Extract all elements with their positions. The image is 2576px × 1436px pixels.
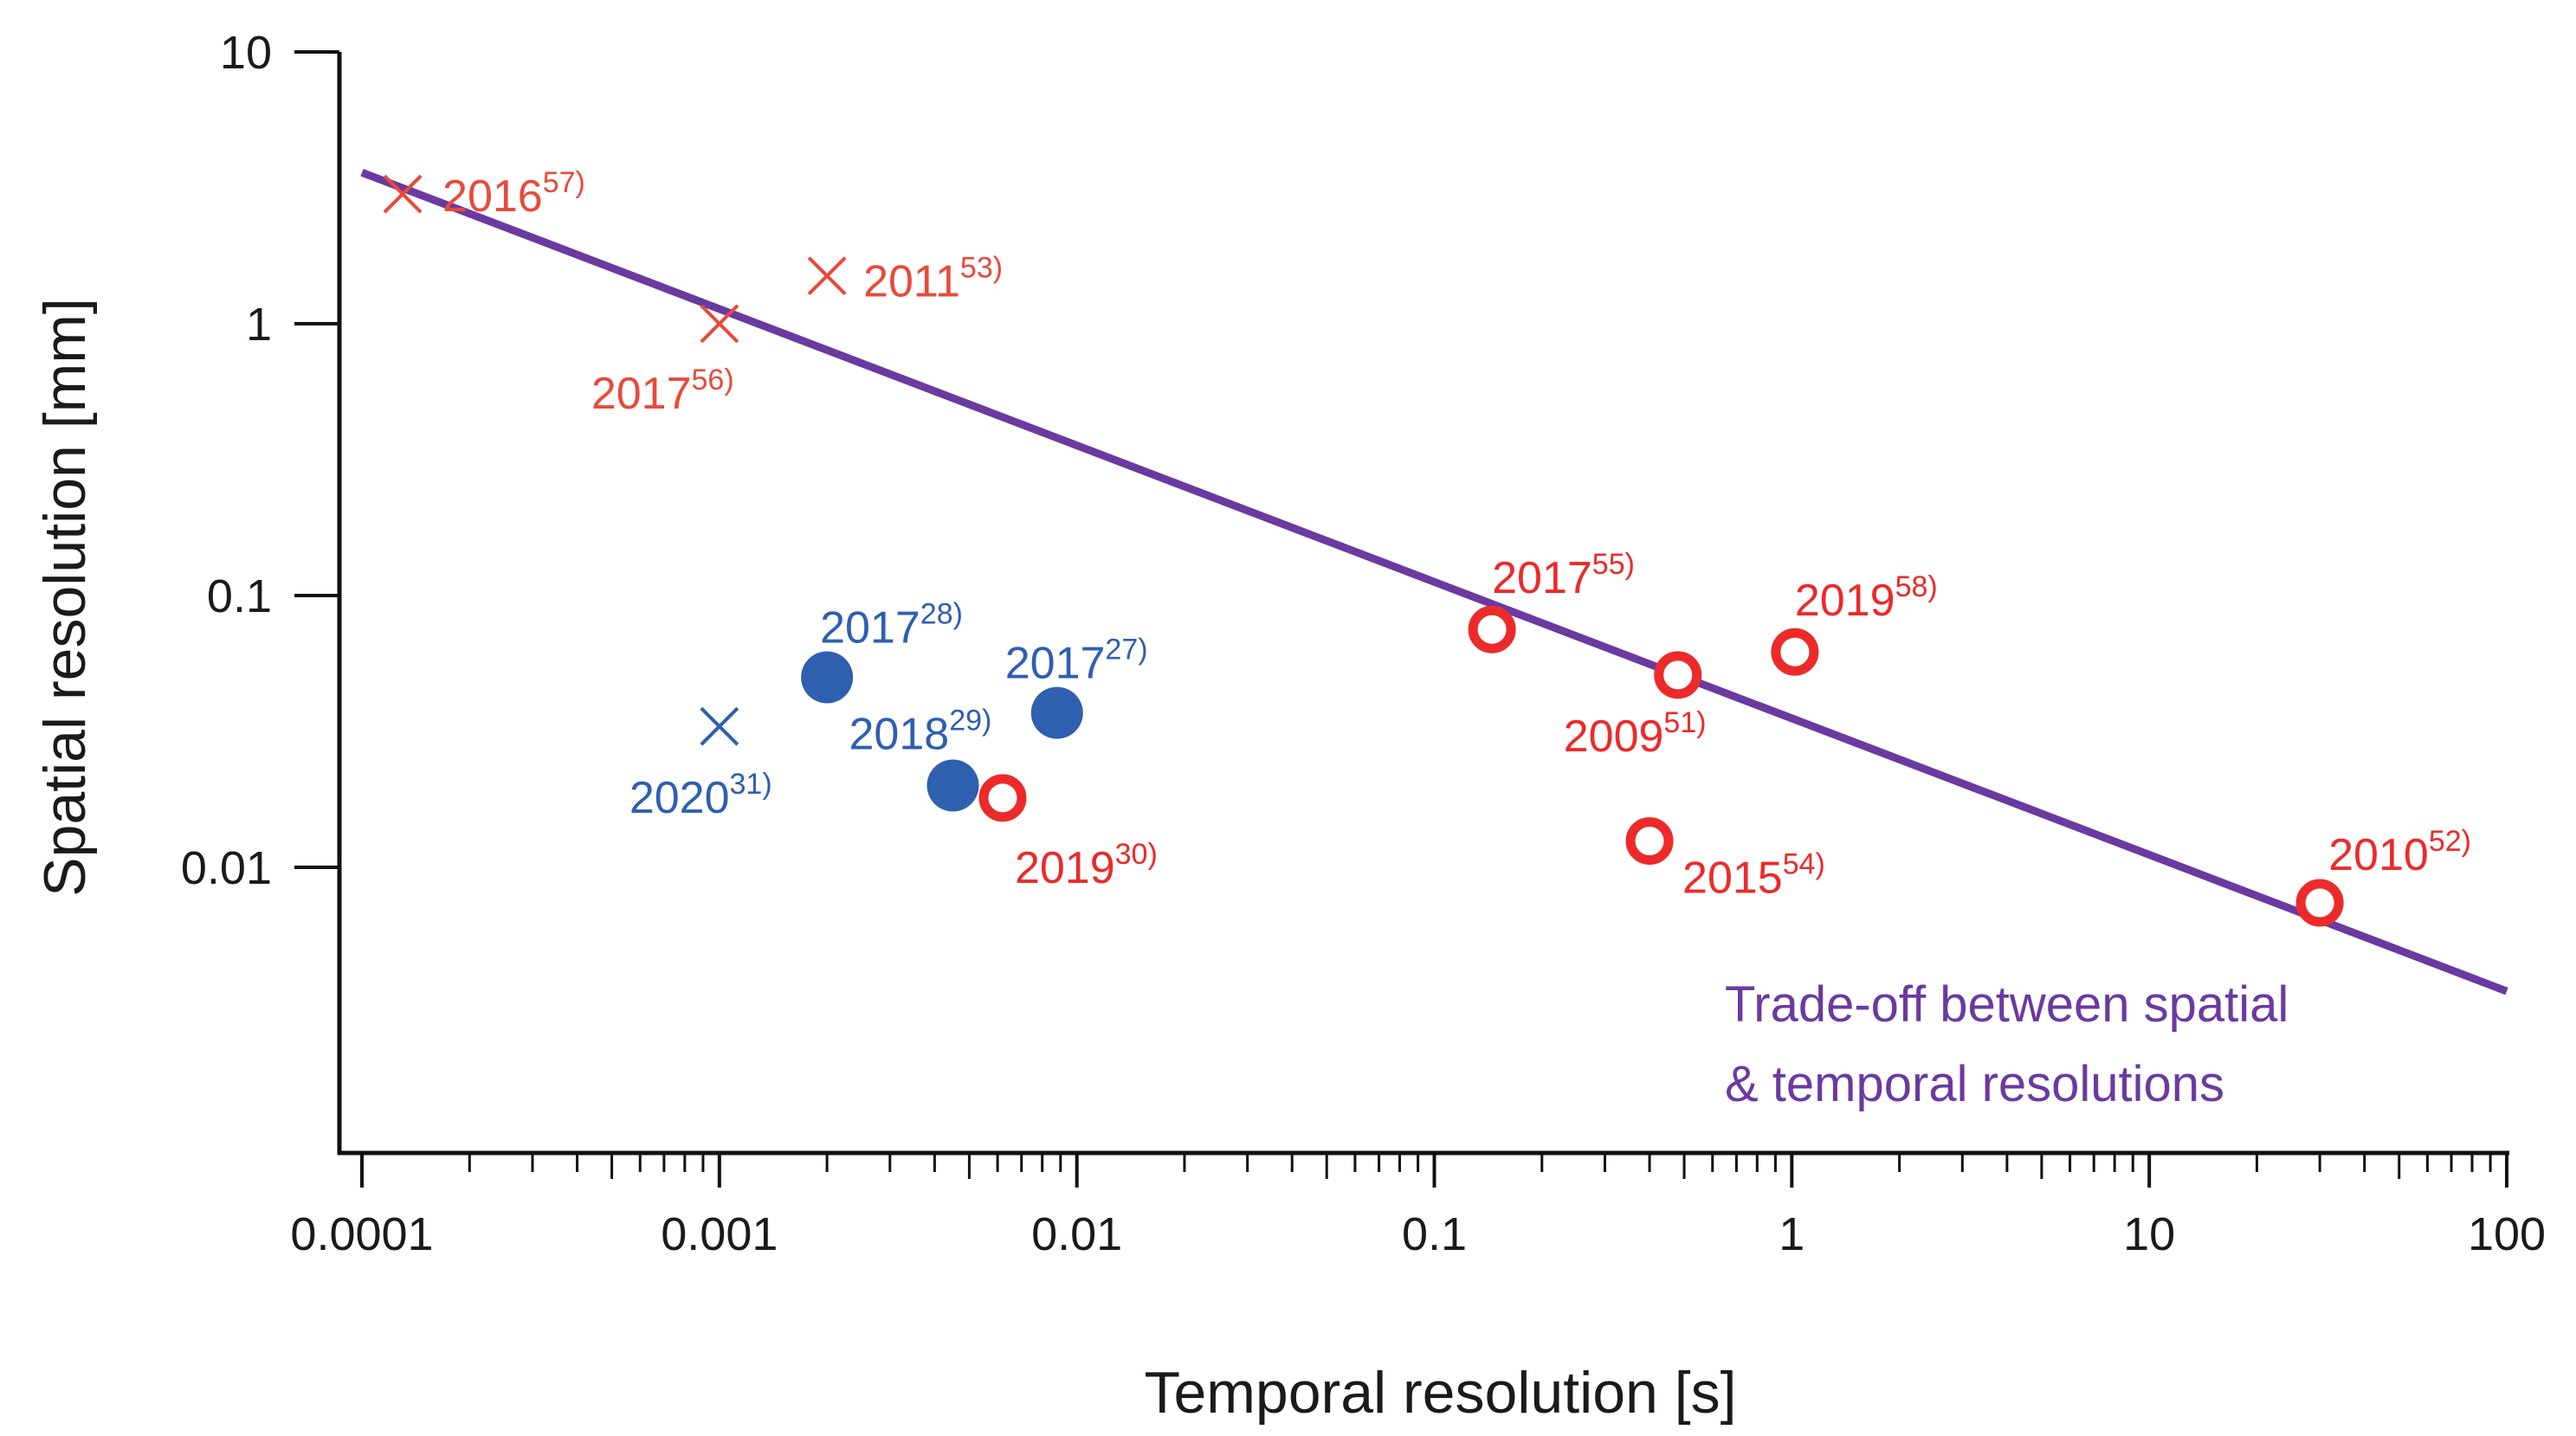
open-circle-marker <box>2295 879 2344 927</box>
trade-off-line <box>360 169 2508 995</box>
point-year: 2011 <box>863 257 960 307</box>
x-tick-label: 0.1 <box>1402 1208 1467 1260</box>
point-reference: 29) <box>949 704 991 737</box>
trade-off-label: Trade-off between spatial & temporal reso… <box>1725 976 2289 1112</box>
point-label: 201755) <box>1492 548 1635 603</box>
y-axis-title: Spatial resolution [mm] <box>32 298 98 897</box>
point-year: 2010 <box>2328 830 2429 880</box>
data-point: 201657) <box>383 166 585 222</box>
open-circle-marker <box>1625 817 1674 866</box>
open-circle-marker <box>978 774 1027 822</box>
filled-circle-marker <box>926 759 979 812</box>
x-marker-stroke <box>700 304 739 344</box>
y-tick-label: 0.1 <box>207 570 272 622</box>
x-tick-label: 0.0001 <box>290 1208 433 1260</box>
point-label: 200951) <box>1564 706 1707 762</box>
point-reference: 51) <box>1663 706 1706 739</box>
open-circle-marker <box>1771 628 1819 676</box>
point-label: 201756) <box>591 364 734 419</box>
point-reference: 54) <box>1783 848 1825 881</box>
point-label: 201829) <box>849 704 992 759</box>
trade-off-label-line: & temporal resolutions <box>1725 1056 2224 1112</box>
x-marker-stroke <box>383 174 423 214</box>
x-tick-label: 10 <box>2123 1208 2175 1260</box>
point-label: 201153) <box>863 252 1003 307</box>
point-reference: 28) <box>920 598 963 631</box>
point-label: 201728) <box>820 598 963 654</box>
point-reference: 56) <box>692 364 734 396</box>
x-axis-title: Temporal resolution [s] <box>1144 1360 1736 1426</box>
point-label: 202031) <box>629 768 772 823</box>
point-year: 2017 <box>820 603 920 654</box>
point-label: 201052) <box>2328 825 2471 880</box>
data-point: 201728) <box>801 598 963 704</box>
point-year: 2017 <box>1492 553 1592 603</box>
x-tick-label: 0.01 <box>1031 1208 1122 1260</box>
point-reference: 58) <box>1895 570 1938 603</box>
x-tick-label: 0.001 <box>661 1208 778 1260</box>
trade-off-label-line: Trade-off between spatial <box>1725 976 2289 1033</box>
point-reference: 53) <box>960 252 1003 285</box>
y-tick-label: 0.01 <box>181 842 272 894</box>
point-year: 2017 <box>1005 639 1106 689</box>
y-axis-ticks: 10 1 0.1 0.01 <box>181 27 339 894</box>
point-reference: 30) <box>1115 838 1158 871</box>
point-reference: 55) <box>1592 548 1635 581</box>
point-reference: 31) <box>730 768 772 801</box>
point-label: 201930) <box>1015 838 1158 893</box>
data-point: 201756) <box>591 304 739 419</box>
point-year: 2019 <box>1015 843 1115 893</box>
x-tick-label: 100 <box>2468 1208 2546 1260</box>
y-tick-label: 1 <box>246 299 272 351</box>
point-reference: 57) <box>543 166 585 199</box>
open-circle-marker <box>1654 651 1702 699</box>
x-marker-stroke <box>700 706 739 746</box>
axes <box>337 52 2509 1156</box>
data-point: 201052) <box>2295 825 2471 927</box>
point-year: 2016 <box>442 171 543 222</box>
data-point: 201554) <box>1625 817 1825 904</box>
open-circle-marker <box>1468 605 1516 654</box>
point-label: 201727) <box>1005 634 1148 689</box>
point-label: 201657) <box>442 166 585 222</box>
data-point: 202031) <box>629 706 772 823</box>
data-point: 201958) <box>1771 570 1938 676</box>
data-points: 201657)201756)201153)201930)201755)20095… <box>383 166 2471 927</box>
filled-circle-marker <box>1030 686 1083 739</box>
point-reference: 27) <box>1105 634 1147 666</box>
point-year: 2017 <box>591 369 692 419</box>
x-axis-ticks: 0.0001 0.001 0.01 0.1 1 10 100 <box>290 1153 2546 1260</box>
data-point: 201727) <box>1005 634 1148 739</box>
point-label: 201554) <box>1682 848 1825 904</box>
x-tick-label: 1 <box>1779 1208 1804 1260</box>
point-label: 201958) <box>1795 570 1938 626</box>
point-year: 2020 <box>629 773 730 823</box>
data-point: 201755) <box>1468 548 1635 654</box>
point-year: 2019 <box>1795 576 1895 626</box>
y-tick-label: 10 <box>220 27 272 79</box>
point-year: 2018 <box>849 709 950 759</box>
data-point: 201930) <box>978 774 1158 893</box>
filled-circle-marker <box>801 651 854 704</box>
trade-off-line-group: Trade-off between spatial & temporal reso… <box>360 169 2508 1112</box>
point-year: 2015 <box>1682 853 1783 904</box>
data-point: 200951) <box>1564 651 1707 762</box>
data-point: 201153) <box>807 252 1003 307</box>
point-reference: 52) <box>2429 825 2471 858</box>
data-point: 201829) <box>849 704 992 812</box>
point-year: 2009 <box>1564 712 1664 762</box>
x-marker-stroke <box>807 256 847 296</box>
